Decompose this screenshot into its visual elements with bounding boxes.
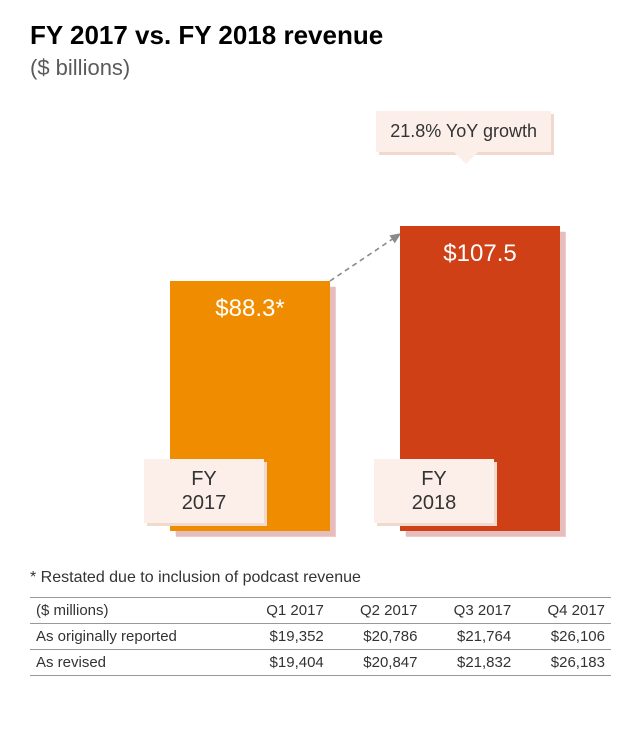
table-column-header: Q3 2017 [424, 598, 518, 624]
bar-value-label: $107.5 [400, 240, 560, 268]
revenue-table: ($ millions) Q1 2017Q2 2017Q3 2017Q4 201… [30, 597, 611, 676]
page-subtitle: ($ billions) [30, 55, 611, 81]
table-cell: $20,786 [330, 624, 424, 650]
table-column-header: Q1 2017 [236, 598, 330, 624]
page-title: FY 2017 vs. FY 2018 revenue [30, 20, 611, 51]
bar-value-label: $88.3* [170, 295, 330, 323]
table-column-header: Q4 2017 [517, 598, 611, 624]
growth-callout: 21.8% YoY growth [376, 111, 551, 152]
table-cell: $19,404 [236, 650, 330, 676]
table-cell: $26,183 [517, 650, 611, 676]
bar-group: $88.3*FY2017 [170, 281, 330, 531]
table-header-label: ($ millions) [30, 598, 236, 624]
bar-axis-label: FY2017 [144, 459, 264, 523]
bar-group: $107.5FY2018 [400, 226, 560, 531]
table-column-header: Q2 2017 [330, 598, 424, 624]
bar-axis-label: FY2018 [374, 459, 494, 523]
revenue-bar-chart: 21.8% YoY growth $88.3*FY2017$107.5FY201… [30, 111, 611, 531]
row-label: As revised [30, 650, 236, 676]
table-cell: $26,106 [517, 624, 611, 650]
row-label: As originally reported [30, 624, 236, 650]
table-row: As originally reported$19,352$20,786$21,… [30, 624, 611, 650]
footnote-text: * Restated due to inclusion of podcast r… [30, 569, 611, 587]
table-row: As revised$19,404$20,847$21,832$26,183 [30, 650, 611, 676]
table-cell: $21,832 [424, 650, 518, 676]
table-cell: $19,352 [236, 624, 330, 650]
table-cell: $21,764 [424, 624, 518, 650]
table-cell: $20,847 [330, 650, 424, 676]
